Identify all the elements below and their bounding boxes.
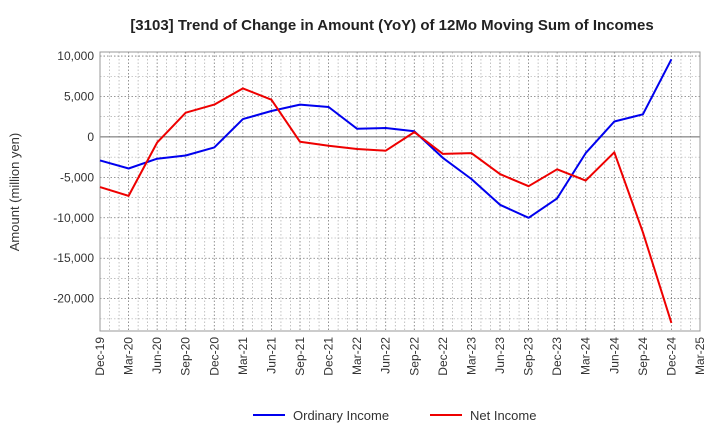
legend-label-ordinary-income: Ordinary Income bbox=[293, 408, 389, 423]
y-axis-label: Amount (million yen) bbox=[7, 133, 22, 252]
x-tick-label: Jun-23 bbox=[493, 337, 507, 374]
plot-frame bbox=[99, 51, 701, 332]
x-tick-label: Mar-22 bbox=[350, 337, 364, 375]
y-tick-label: 5,000 bbox=[64, 89, 94, 103]
x-tick-label: Dec-19 bbox=[93, 337, 107, 376]
x-tick-label: Sep-24 bbox=[636, 337, 650, 376]
x-tick-label: Dec-21 bbox=[322, 337, 336, 376]
x-tick-label: Jun-21 bbox=[264, 337, 278, 374]
x-tick-label: Dec-24 bbox=[664, 337, 678, 376]
series-line-net-income bbox=[99, 87, 673, 324]
x-tick-label: Dec-22 bbox=[436, 337, 450, 376]
x-tick-label: Sep-21 bbox=[293, 337, 307, 376]
chart-title: [3103] Trend of Change in Amount (YoY) o… bbox=[130, 17, 653, 34]
x-tick-label: Dec-23 bbox=[550, 337, 564, 376]
y-tick-label: 10,000 bbox=[57, 49, 94, 63]
y-tick-label: -10,000 bbox=[53, 211, 94, 225]
x-tick-label: Dec-20 bbox=[207, 337, 221, 376]
x-tick-label: Sep-22 bbox=[407, 337, 421, 376]
x-tick-label: Jun-24 bbox=[607, 337, 621, 374]
series-line-ordinary-income bbox=[99, 58, 673, 219]
x-tick-label: Mar-21 bbox=[236, 337, 250, 375]
x-tick-label: Mar-24 bbox=[579, 337, 593, 375]
legend-label-net-income: Net Income bbox=[470, 408, 536, 423]
plot-background bbox=[100, 52, 700, 331]
x-tick-label: Jun-20 bbox=[150, 337, 164, 374]
x-tick-label: Mar-25 bbox=[693, 337, 707, 375]
y-tick-label: -15,000 bbox=[53, 251, 94, 265]
y-tick-label: 0 bbox=[87, 130, 94, 144]
legend: Ordinary Income Net Income bbox=[253, 408, 536, 423]
x-tick-label: Jun-22 bbox=[379, 337, 393, 374]
plot-area: 10,000 5,000 0 -5,000 -10,000 -15,000 -20,000 D… bbox=[53, 49, 707, 376]
x-tick-label: Sep-20 bbox=[179, 337, 193, 376]
x-tick-label: Sep-23 bbox=[522, 337, 536, 376]
x-tick-label: Mar-20 bbox=[122, 337, 136, 375]
x-tick-label: Mar-23 bbox=[464, 337, 478, 375]
y-tick-label: -20,000 bbox=[53, 292, 94, 306]
y-tick-label: -5,000 bbox=[60, 170, 94, 184]
